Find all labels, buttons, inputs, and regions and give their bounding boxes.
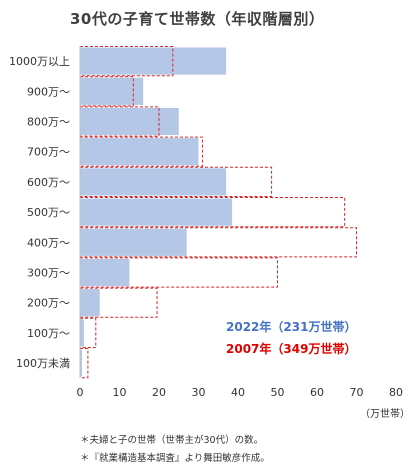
- x-tick-label: 30: [192, 386, 206, 399]
- x-tick-label: 60: [310, 386, 324, 399]
- category-label: 600万〜: [27, 176, 70, 189]
- category-label: 200万〜: [27, 297, 70, 310]
- chart-title: 30代の子育て世帯数（年収階層別）: [70, 10, 325, 28]
- bar-2007: [79, 197, 346, 228]
- x-tick-label: 0: [77, 386, 84, 399]
- bar-2022: [80, 107, 179, 136]
- x-tick-label: 10: [113, 386, 127, 399]
- category-label: 100万〜: [27, 327, 70, 340]
- bar-2022: [80, 349, 82, 377]
- bar-2007: [79, 136, 203, 167]
- category-label: 1000万以上: [9, 55, 70, 68]
- bar-2022: [80, 77, 144, 105]
- bar-2022: [80, 228, 187, 256]
- category-label: 800万〜: [27, 116, 70, 129]
- bar-2022: [80, 258, 130, 287]
- x-axis-unit-label: （万世帯）: [360, 409, 410, 420]
- category-label: 500万〜: [27, 206, 70, 219]
- footnote-1: ＊夫婦と子の世帯（世帯主が30代）の数。: [80, 435, 264, 446]
- bar-2022: [80, 198, 233, 226]
- bar-2007: [79, 348, 89, 379]
- legend-2022: 2022年（231万世帯）: [226, 320, 357, 334]
- bar-2022: [80, 319, 84, 347]
- category-label: 100万未満: [16, 357, 70, 370]
- category-labels: 1000万以上 900万〜 800万〜 700万〜 600万〜 500万〜 400万〜 300…: [9, 55, 70, 370]
- x-tick-label: 80: [389, 386, 403, 399]
- category-label: 700万〜: [27, 146, 70, 159]
- bar-2022: [80, 47, 227, 75]
- series-2022-bars: [80, 47, 233, 377]
- x-tick-label: 20: [152, 386, 166, 399]
- x-tick-label: 70: [350, 386, 364, 399]
- category-label: 900万〜: [27, 85, 70, 98]
- category-label: 400万〜: [27, 236, 70, 249]
- bar-2022: [80, 138, 199, 166]
- bar-2007: [79, 257, 278, 288]
- x-tick-labels: 0 10 20 30 40 50 60 70 80: [77, 386, 404, 399]
- bar-2022: [80, 168, 227, 196]
- legend-2007: 2007年（349万世帯）: [226, 342, 357, 356]
- bar-2022: [80, 289, 100, 317]
- bar-2007: [79, 46, 174, 77]
- category-label: 300万〜: [27, 267, 70, 280]
- x-tick-label: 40: [231, 386, 245, 399]
- x-tick-label: 50: [271, 386, 285, 399]
- footnote-2: ＊『就業構造基本調査』より舞田敏彦作成。: [80, 453, 270, 464]
